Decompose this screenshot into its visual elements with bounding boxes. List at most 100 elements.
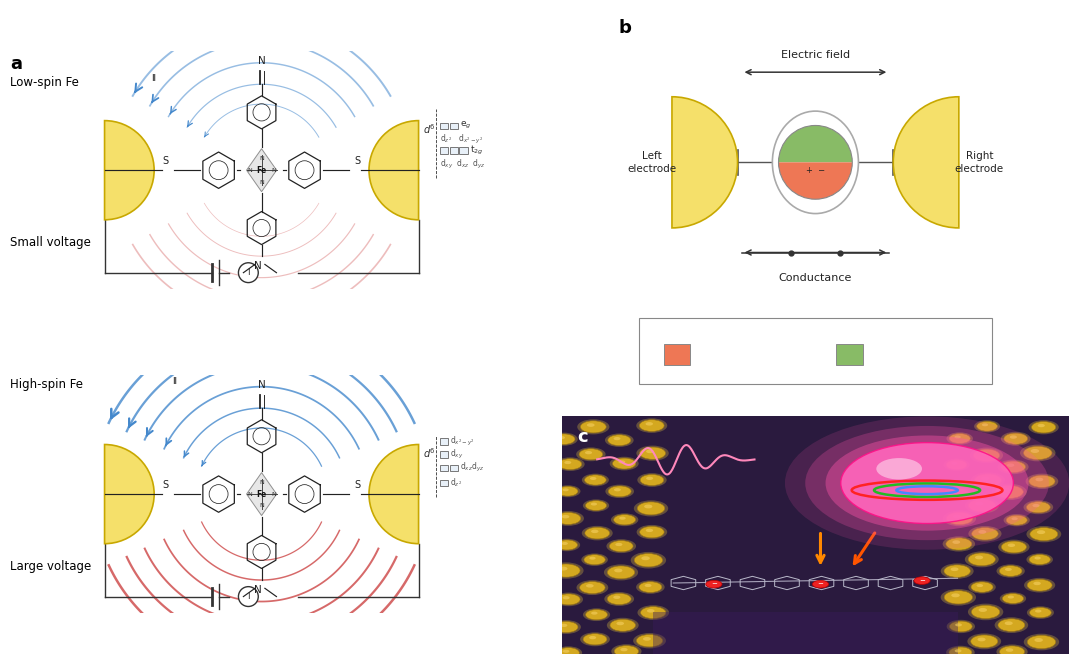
Circle shape — [646, 422, 653, 426]
Text: S: S — [354, 480, 361, 490]
Circle shape — [639, 447, 665, 459]
Circle shape — [971, 582, 993, 592]
Circle shape — [1005, 648, 1013, 652]
Circle shape — [982, 424, 988, 426]
Text: N: N — [259, 504, 264, 508]
Text: −: − — [919, 578, 924, 584]
Text: e$_g$: e$_g$ — [460, 120, 472, 132]
Circle shape — [606, 485, 634, 498]
Circle shape — [639, 582, 662, 592]
Circle shape — [554, 539, 580, 551]
Circle shape — [580, 421, 606, 433]
Circle shape — [605, 434, 634, 447]
Circle shape — [585, 451, 592, 454]
Circle shape — [946, 432, 973, 445]
Circle shape — [613, 437, 620, 440]
Circle shape — [589, 636, 596, 639]
Circle shape — [1027, 606, 1054, 619]
Circle shape — [581, 553, 608, 566]
Circle shape — [1000, 592, 1026, 605]
Circle shape — [613, 488, 621, 491]
Circle shape — [982, 477, 989, 481]
Text: Spin state: Spin state — [868, 350, 921, 360]
Circle shape — [1005, 568, 1012, 571]
Circle shape — [976, 584, 983, 587]
Polygon shape — [653, 611, 958, 654]
Text: Conductance: Conductance — [779, 273, 852, 283]
Text: N: N — [259, 180, 264, 184]
Circle shape — [552, 564, 580, 577]
Text: S: S — [163, 480, 168, 490]
Circle shape — [1029, 607, 1051, 617]
Circle shape — [563, 650, 569, 653]
Circle shape — [1003, 433, 1027, 444]
Circle shape — [941, 589, 976, 605]
Circle shape — [607, 566, 635, 579]
Text: N: N — [259, 480, 264, 485]
Circle shape — [645, 584, 651, 587]
Circle shape — [946, 460, 967, 469]
Circle shape — [1007, 463, 1014, 467]
Circle shape — [583, 608, 610, 621]
Circle shape — [998, 619, 1025, 631]
Wedge shape — [779, 163, 852, 199]
Circle shape — [609, 541, 633, 552]
Text: N: N — [258, 380, 266, 390]
Circle shape — [611, 514, 638, 526]
Text: I: I — [247, 592, 249, 601]
Circle shape — [969, 499, 996, 512]
Circle shape — [577, 580, 608, 595]
Circle shape — [944, 487, 972, 500]
Bar — [449, 122, 458, 129]
Circle shape — [966, 498, 999, 514]
Circle shape — [607, 539, 636, 553]
Circle shape — [631, 552, 666, 568]
Circle shape — [557, 486, 578, 496]
Circle shape — [579, 449, 603, 460]
Wedge shape — [105, 120, 154, 220]
Circle shape — [580, 633, 610, 646]
Circle shape — [968, 603, 1003, 620]
Bar — [440, 147, 448, 153]
Circle shape — [613, 596, 620, 599]
Circle shape — [636, 580, 664, 594]
Bar — [440, 451, 448, 457]
Text: −: − — [711, 581, 717, 587]
Text: Charge state: Charge state — [697, 350, 764, 360]
Circle shape — [585, 527, 609, 539]
Circle shape — [1036, 478, 1043, 481]
Circle shape — [591, 502, 597, 506]
Text: d$_{z^2}$   d$_{x^2-y^2}$: d$_{z^2}$ d$_{x^2-y^2}$ — [440, 133, 483, 146]
Bar — [440, 122, 448, 129]
Circle shape — [949, 647, 972, 658]
Circle shape — [998, 539, 1029, 555]
Text: Right
electrode: Right electrode — [955, 151, 1004, 174]
Circle shape — [944, 591, 972, 604]
Circle shape — [550, 433, 578, 446]
Text: d$_{xy}$: d$_{xy}$ — [450, 448, 463, 461]
Circle shape — [953, 490, 959, 494]
Text: +  −: + − — [806, 166, 825, 175]
Circle shape — [554, 621, 578, 633]
Circle shape — [941, 563, 974, 579]
Circle shape — [565, 461, 571, 464]
Circle shape — [1027, 579, 1052, 591]
Circle shape — [975, 502, 984, 506]
Circle shape — [705, 580, 723, 588]
Circle shape — [1035, 638, 1043, 642]
Circle shape — [562, 542, 568, 545]
Circle shape — [644, 504, 652, 508]
Circle shape — [605, 592, 634, 606]
Circle shape — [969, 580, 996, 594]
Text: N: N — [255, 585, 262, 595]
Circle shape — [549, 563, 583, 579]
Text: N: N — [271, 492, 275, 496]
Circle shape — [1002, 488, 1011, 492]
Circle shape — [976, 422, 998, 431]
Circle shape — [555, 512, 581, 524]
Circle shape — [1032, 504, 1040, 507]
Circle shape — [636, 525, 667, 539]
Circle shape — [1030, 527, 1057, 541]
Circle shape — [950, 567, 958, 571]
Circle shape — [974, 474, 1001, 486]
